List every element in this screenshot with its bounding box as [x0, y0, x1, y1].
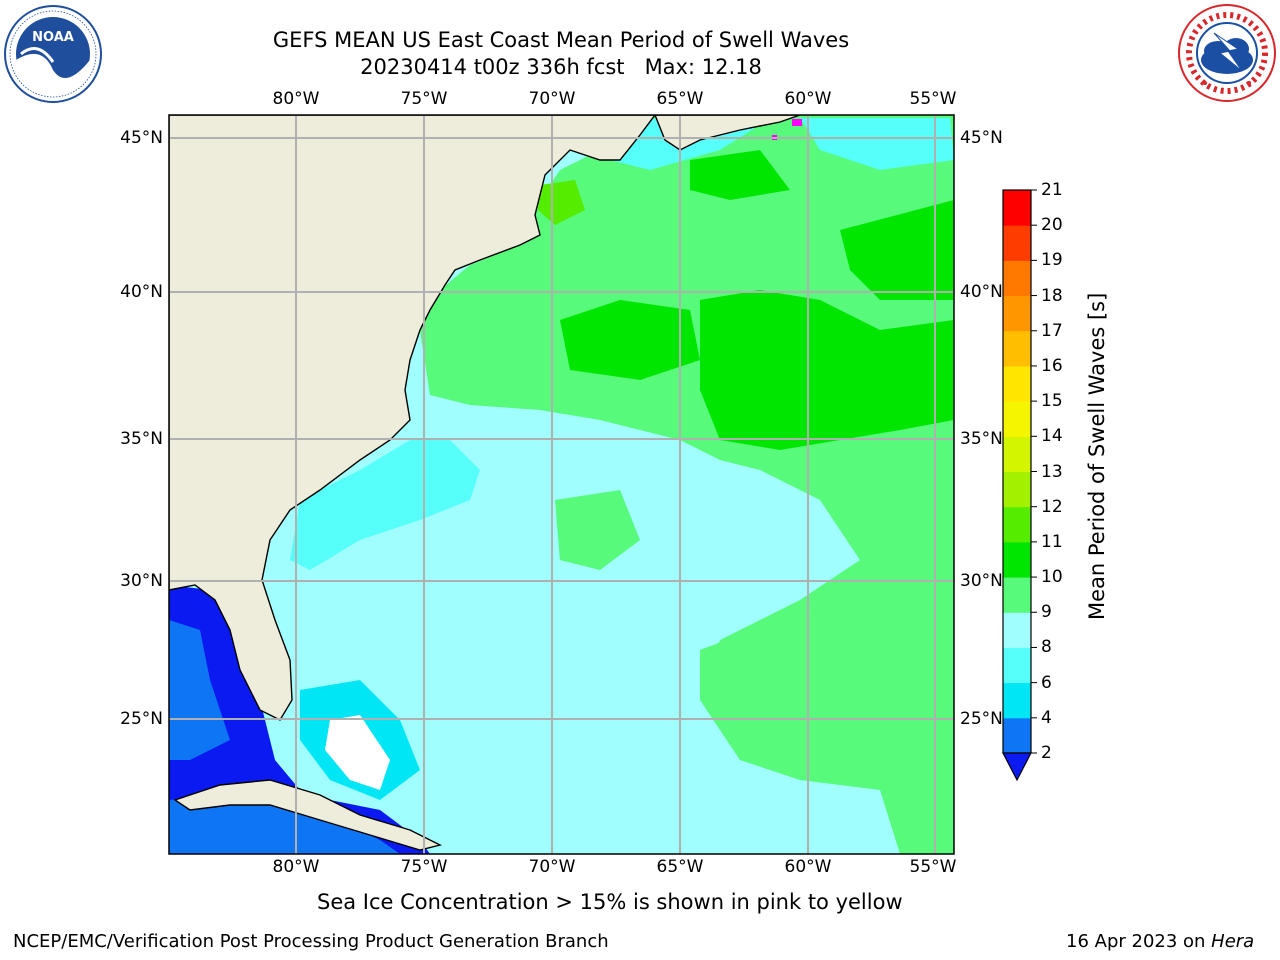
footer-left: NCEP/EMC/Verification Post Processing Pr…: [13, 931, 609, 952]
contour-10-11-d: [690, 150, 790, 200]
colorbar-tick-label: 2: [1041, 743, 1052, 763]
colorbar-tick-label: 10: [1041, 567, 1063, 588]
colorbar-tick-label: 14: [1041, 426, 1063, 447]
colorbar-band: [1003, 612, 1031, 648]
map-frame: [168, 114, 955, 855]
colorbar-band: [1003, 506, 1031, 543]
lon-tick-bottom: 80°W: [272, 857, 320, 877]
colorbar-bands: [1003, 190, 1031, 754]
bahamas-banks: [325, 715, 390, 790]
colorbar-tick-label: 9: [1041, 602, 1052, 623]
lon-tick-top: 75°W: [400, 89, 448, 109]
contour-9-10-sw: [555, 490, 640, 570]
lon-tick-bottom: 65°W: [656, 857, 704, 877]
colorbar-band: [1003, 471, 1031, 508]
lon-tick-bottom: 60°W: [784, 857, 832, 877]
land-us: [169, 115, 656, 721]
sea-ice-patch: [792, 119, 802, 126]
noaa-logo: NOAA: [4, 5, 102, 103]
footer-date: 16 Apr 2023 on: [1066, 931, 1212, 952]
colorbar-band: [1003, 330, 1031, 367]
svg-text:NOAA: NOAA: [32, 30, 74, 45]
lon-tick-top: 70°W: [528, 89, 576, 109]
colorbar-band: [1003, 225, 1031, 261]
colorbar-band: [1003, 260, 1031, 297]
chart-title: GEFS MEAN US East Coast Mean Period of S…: [272, 28, 850, 52]
nws-logo: [1178, 4, 1276, 102]
map-field: [169, 115, 954, 854]
colorbar-under-triangle: [1002, 752, 1032, 782]
lon-tick-bottom: 70°W: [528, 857, 576, 877]
colorbar-tick-label: 19: [1041, 250, 1063, 271]
contour-6-8-shelf: [290, 440, 480, 570]
colorbar-band: [1003, 682, 1031, 719]
sea-ice-note: Sea Ice Concentration > 15% is shown in …: [317, 890, 903, 914]
colorbar-band: [1003, 577, 1031, 613]
lat-tick-left: 40°N: [120, 282, 163, 302]
colorbar-tick-label: 4: [1041, 707, 1052, 728]
lat-tick-right: 30°N: [960, 571, 1003, 591]
contour-10-11-c: [840, 200, 954, 300]
colorbar-tick-label: 20: [1041, 215, 1063, 236]
colorbar: [1002, 189, 1037, 782]
lon-tick-bottom: 55°W: [909, 857, 957, 877]
lat-tick-right: 35°N: [960, 429, 1003, 449]
colorbar-title: Mean Period of Swell Waves [s]: [1085, 292, 1109, 620]
colorbar-band: [1003, 190, 1031, 226]
chart-subtitle: 20230414 t00z 336h fcst Max: 12.18: [360, 55, 762, 79]
colorbar-tick-label: 16: [1041, 355, 1063, 376]
land-cuba: [173, 779, 443, 851]
graticule: [169, 115, 954, 854]
colorbar-band: [1003, 401, 1031, 437]
lat-tick-left: 25°N: [120, 709, 163, 729]
lon-tick-bottom: 75°W: [400, 857, 448, 877]
lon-tick-top: 55°W: [909, 89, 957, 109]
lat-tick-left: 35°N: [120, 429, 163, 449]
colorbar-tick-label: 18: [1041, 285, 1063, 306]
colorbar-band: [1003, 295, 1031, 332]
colorbar-tick-label: 12: [1041, 496, 1063, 517]
contour-gulf-2-4: [169, 620, 230, 760]
colorbar-tick-label: 8: [1041, 637, 1052, 658]
colorbar-band: [1003, 541, 1031, 578]
lat-tick-right: 45°N: [960, 128, 1003, 148]
colorbar-band: [1003, 365, 1031, 402]
lat-tick-left: 45°N: [120, 128, 163, 148]
footer-right: 16 Apr 2023 on Hera: [1066, 931, 1254, 952]
lon-tick-top: 60°W: [784, 89, 832, 109]
colorbar-tick-label: 11: [1041, 531, 1063, 552]
contour-10-11-b: [560, 300, 700, 380]
colorbar-band: [1003, 717, 1031, 754]
land-canada: [654, 115, 801, 151]
colorbar-tick-label: 6: [1041, 672, 1052, 693]
contour-10-11-a: [700, 290, 954, 450]
colorbar-tick-marks: [1031, 189, 1037, 754]
lon-tick-top: 80°W: [272, 89, 320, 109]
footer-machine: Hera: [1211, 931, 1255, 952]
colorbar-tick-label: 17: [1041, 320, 1063, 341]
colorbar-band: [1003, 647, 1031, 684]
lat-tick-right: 25°N: [960, 709, 1003, 729]
lat-tick-left: 30°N: [120, 571, 163, 591]
colorbar-band: [1003, 436, 1031, 472]
colorbar-tick-label: 21: [1041, 180, 1063, 200]
contour-11-12: [538, 180, 585, 225]
lat-tick-right: 40°N: [960, 282, 1003, 302]
colorbar-tick-label: 15: [1041, 391, 1063, 412]
colorbar-tick-label: 13: [1041, 461, 1063, 482]
contour-6-8-east: [800, 118, 954, 170]
lon-tick-top: 65°W: [656, 89, 704, 109]
